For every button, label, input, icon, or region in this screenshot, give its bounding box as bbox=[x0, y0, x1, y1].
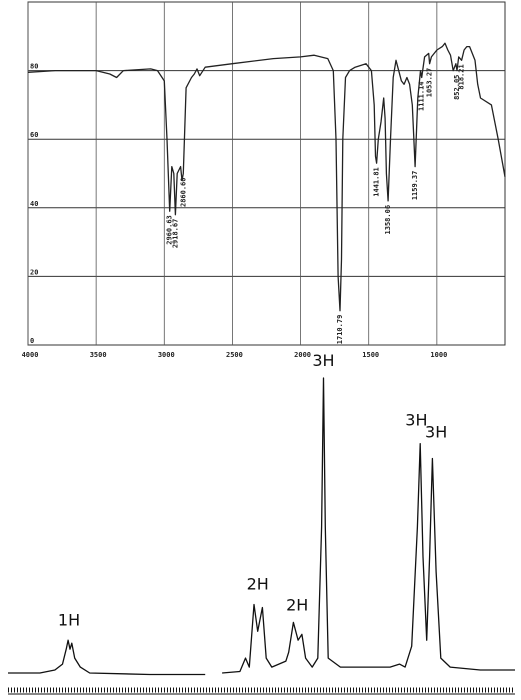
peak-label: 1358.06 bbox=[384, 205, 392, 235]
x-tick-label: 3000 bbox=[158, 351, 175, 359]
integration-label: 2H bbox=[247, 575, 269, 594]
peak-label: 852.05 bbox=[453, 75, 461, 100]
x-tick-label: 1500 bbox=[362, 351, 379, 359]
integration-label: 3H bbox=[425, 423, 447, 442]
x-tick-label: 2500 bbox=[226, 351, 243, 359]
peak-label: 2960.63 bbox=[166, 215, 174, 245]
y-tick-label: 0 bbox=[30, 337, 34, 345]
x-tick-label: 3500 bbox=[90, 351, 107, 359]
peak-label: 1710.79 bbox=[336, 315, 344, 345]
peak-label: 2918.67 bbox=[171, 219, 179, 249]
y-tick-label: 40 bbox=[30, 200, 38, 208]
spectrum-line bbox=[27, 42, 506, 312]
peak-label: 1441.81 bbox=[373, 167, 381, 197]
integration-label: 1H bbox=[58, 610, 80, 629]
integration-label: 2H bbox=[286, 595, 308, 614]
peak-label: 1111.14 bbox=[418, 81, 426, 111]
integration-label: 3H bbox=[312, 351, 334, 370]
y-tick-label: 100 bbox=[30, 0, 43, 2]
peak-label: 2860.60 bbox=[179, 178, 187, 208]
x-tick-label: 1000 bbox=[430, 351, 447, 359]
y-tick-label: 20 bbox=[30, 268, 38, 276]
peak-label: 818.21 bbox=[458, 64, 466, 89]
y-tick-label: 60 bbox=[30, 131, 38, 139]
y-tick-label: 80 bbox=[30, 63, 38, 71]
spectrum-line bbox=[8, 377, 515, 676]
integration-label: 3H bbox=[405, 411, 427, 430]
peak-label: 1053.27 bbox=[426, 68, 434, 98]
x-tick-label: 2000 bbox=[294, 351, 311, 359]
peak-label: 1159.37 bbox=[411, 171, 419, 201]
x-tick-label: 4000 bbox=[22, 351, 39, 359]
